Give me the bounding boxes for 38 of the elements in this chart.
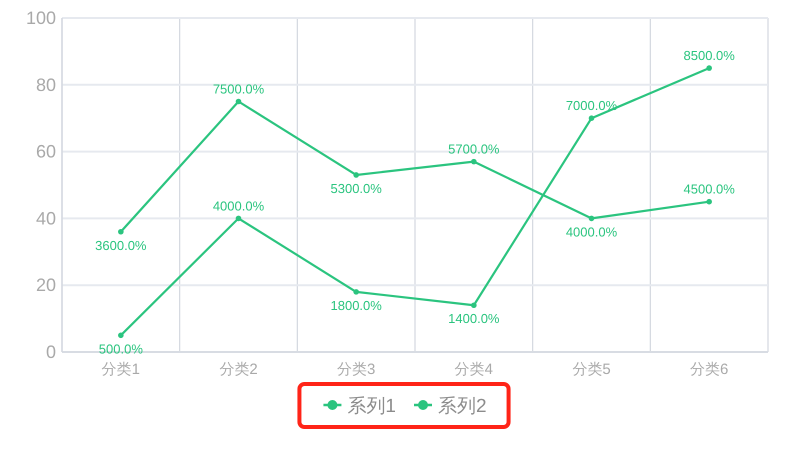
point [588,115,594,121]
data-label: 4000.0% [212,198,265,214]
y-tick-label: 40 [36,208,56,228]
point [471,158,477,164]
y-tick-label: 60 [36,142,56,162]
x-tick-label: 分类2 [219,361,258,378]
x-tick-label: 分类5 [572,361,611,378]
point [706,198,712,204]
legend-label: 系列2 [438,396,487,417]
x-tick-label: 分类3 [336,361,376,378]
data-label: 4500.0% [684,182,736,197]
y-tick-label: 0 [46,342,56,362]
legend-label: 系列1 [347,396,396,417]
data-label: 8500.0% [684,48,736,64]
y-tick-label: 100 [26,8,56,28]
data-label: 3600.0% [95,238,147,253]
data-label: 5300.0% [330,180,382,196]
point [353,172,359,178]
data-label: 4000.0% [566,224,618,240]
point [118,228,124,235]
data-label: 7000.0% [566,98,618,114]
y-tick-label: 80 [36,74,56,95]
data-label: 500.0% [98,341,144,356]
data-label: 1400.0% [448,311,500,326]
point [118,332,124,338]
data-label: 5700.0% [448,142,500,157]
data-label: 1800.0% [330,298,382,313]
point [236,216,242,222]
point [353,289,359,295]
y-tick-label: 20 [36,275,56,296]
point [471,302,477,308]
x-tick-label: 分类1 [102,361,140,378]
point [706,65,712,71]
point [588,216,594,222]
data-label: 7500.0% [212,82,265,96]
point [236,98,242,104]
x-tick-label: 分类4 [454,361,494,378]
x-tick-label: 分类6 [690,361,728,378]
